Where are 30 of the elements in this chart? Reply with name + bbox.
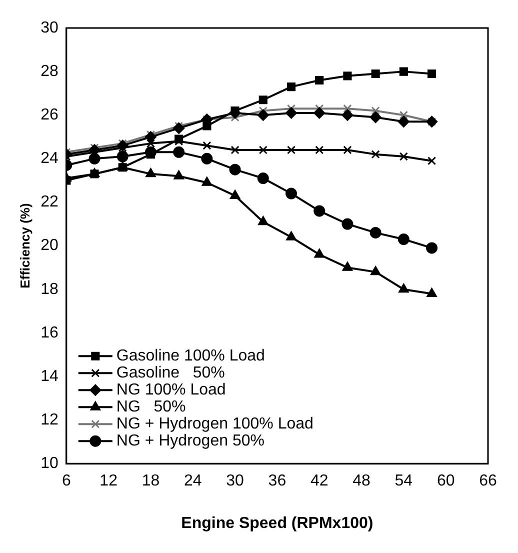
y-tick-label: 18 — [40, 280, 58, 298]
y-tick-label: 26 — [40, 106, 58, 124]
x-tick-label: 42 — [310, 472, 328, 490]
legend-label: Gasoline 100% Load — [116, 348, 265, 365]
y-tick-label: 12 — [40, 411, 58, 428]
y-tick-label: 28 — [40, 62, 58, 80]
y-tick-label: 24 — [40, 150, 58, 168]
x-tick-label: 54 — [394, 472, 413, 490]
x-tick-label: 24 — [184, 472, 202, 490]
y-tick-label: 14 — [40, 368, 58, 385]
x-tick-label: 36 — [268, 472, 286, 490]
legend-label: NG 50% — [116, 398, 186, 416]
legend-label: NG + Hydrogen 100% Load — [116, 416, 314, 433]
x-axis-title: Engine Speed (RPMx100) — [181, 514, 374, 532]
x-tick-label: 66 — [479, 472, 497, 490]
y-tick-label: 30 — [40, 19, 58, 36]
y-tick-label: 10 — [40, 455, 58, 472]
x-tick-label: 60 — [436, 472, 455, 490]
x-tick-label: 18 — [142, 472, 160, 490]
x-tick-label: 30 — [226, 472, 244, 490]
x-tick-label: 48 — [352, 472, 371, 490]
legend-label: NG 100% Load — [116, 382, 226, 399]
y-tick-label: 22 — [40, 194, 58, 211]
x-tick-label: 12 — [100, 472, 118, 490]
x-tick-label: 6 — [62, 472, 71, 490]
legend-label: NG + Hydrogen 50% — [116, 432, 264, 450]
legend-label: Gasoline 50% — [116, 364, 225, 382]
y-tick-label: 20 — [40, 237, 58, 254]
y-axis-title: Efficiency (%) — [17, 203, 32, 288]
y-tick-label: 16 — [40, 324, 58, 342]
